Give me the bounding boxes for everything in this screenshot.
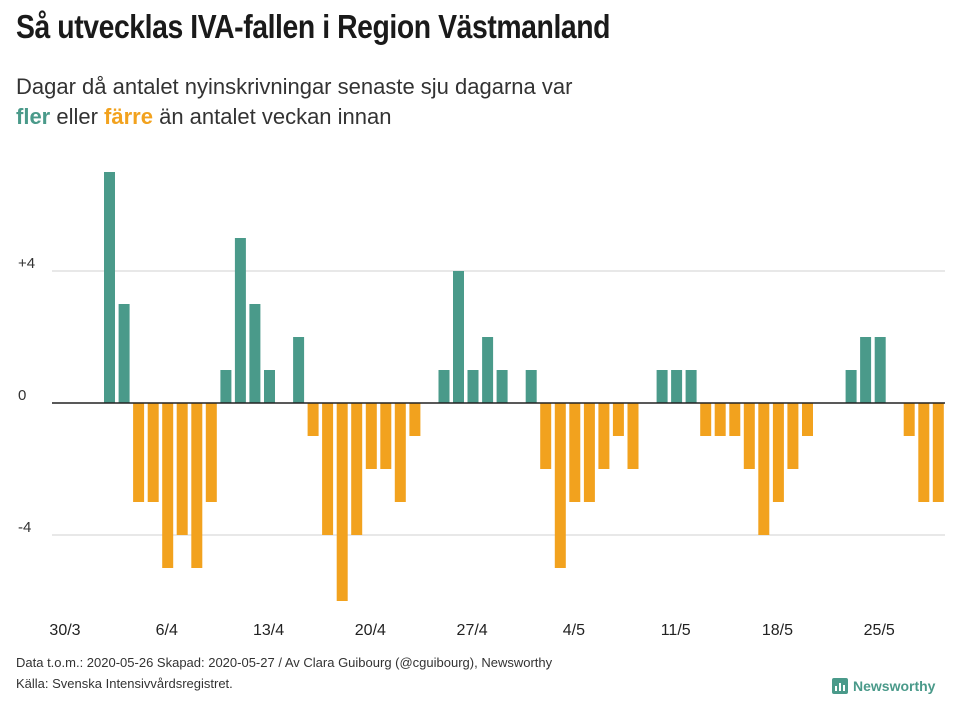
bar: [118, 304, 130, 403]
bar: [351, 403, 363, 535]
x-tick-label: 27/4: [457, 622, 488, 639]
bar: [205, 403, 217, 502]
subtitle-eller: eller: [50, 104, 105, 129]
x-tick-label: 4/5: [563, 622, 585, 639]
footer-source: Källa: Svenska Intensivvårdsregistret.: [16, 676, 233, 691]
subtitle-fler: fler: [16, 104, 51, 129]
bar: [394, 403, 406, 502]
footer-credit: Data t.o.m.: 2020-05-26 Skapad: 2020-05-…: [16, 655, 553, 670]
bar: [176, 403, 188, 535]
y-tick-label: +4: [18, 255, 35, 272]
x-tick-label: 25/5: [864, 622, 895, 639]
bar: [162, 403, 174, 568]
x-tick-label: 30/3: [49, 622, 80, 639]
bar: [772, 403, 784, 502]
x-tick-label: 20/4: [355, 622, 386, 639]
y-tick-label: 0: [18, 387, 26, 404]
x-tick-label: 11/5: [661, 622, 691, 639]
bar: [554, 403, 566, 568]
bar: [729, 403, 741, 436]
bar: [583, 403, 595, 502]
bar: [147, 403, 159, 502]
bar: [612, 403, 624, 436]
bar: [496, 370, 508, 403]
bar-chart: +4 0 -4 30/3 6/4 13/4 20/4 27/4 4/5 11/5 18/5 25/5: [18, 172, 945, 639]
bar: [525, 370, 537, 403]
x-tick-label: 18/5: [762, 622, 793, 639]
bar: [743, 403, 755, 469]
bar: [264, 370, 275, 403]
bar: [191, 403, 203, 568]
bar: [380, 403, 392, 469]
subtitle-farre: färre: [104, 104, 153, 129]
newsworthy-logo: Newsworthy: [832, 678, 935, 694]
bar: [133, 403, 145, 502]
bar: [249, 304, 261, 403]
subtitle-rest: än antalet veckan innan: [152, 104, 392, 129]
bar: [540, 403, 552, 469]
y-tick-label: -4: [18, 519, 31, 536]
subtitle-line1: Dagar då antalet nyinskrivningar senaste…: [16, 74, 573, 99]
bar: [220, 370, 232, 403]
bar: [874, 337, 886, 403]
bar: [438, 370, 450, 403]
bar: [104, 172, 115, 403]
bar: [307, 403, 319, 436]
bar: [714, 403, 726, 436]
bar: [903, 403, 915, 436]
x-tick-label: 13/4: [253, 622, 284, 639]
bar: [322, 403, 334, 535]
bar: [453, 271, 464, 403]
x-tick-label: 6/4: [156, 622, 178, 639]
bar: [234, 238, 246, 403]
chart-title: Så utvecklas IVA-fallen i Region Västman…: [16, 8, 611, 45]
footer: Data t.o.m.: 2020-05-26 Skapad: 2020-05-…: [16, 652, 552, 694]
bar: [758, 403, 770, 535]
bar: [627, 403, 639, 469]
bar: [700, 403, 712, 436]
bar: [467, 370, 479, 403]
bar: [569, 403, 581, 502]
logo-text: Newsworthy: [853, 678, 936, 694]
bar: [918, 403, 930, 502]
bar: [293, 337, 305, 403]
bar: [802, 403, 813, 436]
bar: [409, 403, 421, 436]
bar: [860, 337, 872, 403]
bar: [932, 403, 944, 502]
chart-subtitle: Dagar då antalet nyinskrivningar senaste…: [16, 72, 572, 132]
bar: [656, 370, 668, 403]
bar: [787, 403, 799, 469]
bar: [671, 370, 683, 403]
bar: [365, 403, 377, 469]
logo-chart-icon: [832, 678, 848, 694]
bar: [845, 370, 857, 403]
bar: [336, 403, 348, 601]
bar: [482, 337, 494, 403]
bar: [598, 403, 610, 469]
bar: [685, 370, 697, 403]
